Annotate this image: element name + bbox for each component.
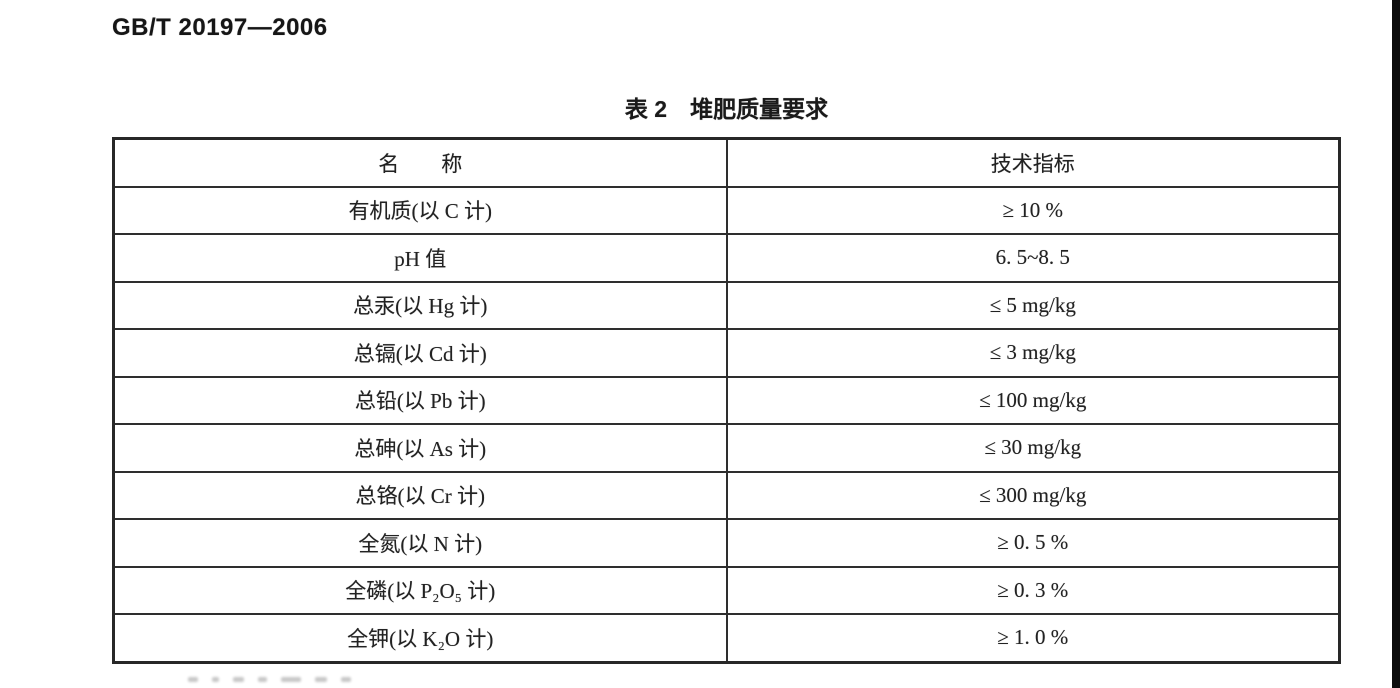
parameter-value-cell: ≥ 1. 0 % (725, 613, 1341, 663)
table-row: pH 值 6. 5~8. 5 (112, 233, 1341, 283)
parameter-value-cell: 6. 5~8. 5 (725, 233, 1341, 283)
parameter-name-cell: pH 值 (112, 233, 728, 283)
parameter-value-cell: ≤ 100 mg/kg (725, 375, 1341, 425)
parameter-name-cell: 总砷(以 As 计) (112, 423, 728, 473)
scan-edge-artifact (1392, 0, 1400, 688)
table-row: 全磷(以 P₂O₅ 计) ≥ 0. 3 % (112, 565, 1341, 615)
compost-quality-table: 名 称 技术指标 有机质(以 C 计) ≥ 10 % pH 值 6. 5~8. … (112, 137, 1341, 664)
table-row: 全氮(以 N 计) ≥ 0. 5 % (112, 518, 1341, 568)
table-row: 总镉(以 Cd 计) ≤ 3 mg/kg (112, 328, 1341, 378)
parameter-name-cell: 总汞(以 Hg 计) (112, 280, 728, 330)
table-row: 有机质(以 C 计) ≥ 10 % (112, 185, 1341, 235)
parameter-name-cell: 总铅(以 Pb 计) (112, 375, 728, 425)
parameter-name-cell: 全磷(以 P₂O₅ 计) (112, 565, 728, 615)
header-name-cell: 名 称 (112, 137, 728, 188)
table-row: 总汞(以 Hg 计) ≤ 5 mg/kg (112, 280, 1341, 330)
parameter-name-cell: 总铬(以 Cr 计) (112, 470, 728, 520)
cropped-text-artifact (188, 677, 351, 682)
parameter-value-cell: ≤ 300 mg/kg (725, 470, 1341, 520)
parameter-name-cell: 全钾(以 K₂O 计) (112, 613, 728, 663)
parameter-name-cell: 全氮(以 N 计) (112, 518, 728, 568)
parameter-value-cell: ≥ 10 % (725, 185, 1341, 235)
table-title: 表 2 堆肥质量要求 (624, 96, 829, 122)
parameter-name-cell: 总镉(以 Cd 计) (112, 328, 728, 378)
parameter-value-cell: ≥ 0. 5 % (725, 518, 1341, 568)
header-value-cell: 技术指标 (725, 137, 1341, 188)
parameter-value-cell: ≤ 5 mg/kg (725, 280, 1341, 330)
parameter-name-cell: 有机质(以 C 计) (112, 185, 728, 235)
table-row: 全钾(以 K₂O 计) ≥ 1. 0 % (112, 613, 1341, 663)
table-row: 总砷(以 As 计) ≤ 30 mg/kg (112, 423, 1341, 473)
parameter-value-cell: ≤ 3 mg/kg (725, 328, 1341, 378)
table-row: 总铅(以 Pb 计) ≤ 100 mg/kg (112, 375, 1341, 425)
parameter-value-cell: ≤ 30 mg/kg (725, 423, 1341, 473)
standard-number: GB/T 20197—2006 (112, 14, 328, 41)
table-row: 总铬(以 Cr 计) ≤ 300 mg/kg (112, 470, 1341, 520)
parameter-value-cell: ≥ 0. 3 % (725, 565, 1341, 615)
table-header-row: 名 称 技术指标 (112, 137, 1341, 188)
